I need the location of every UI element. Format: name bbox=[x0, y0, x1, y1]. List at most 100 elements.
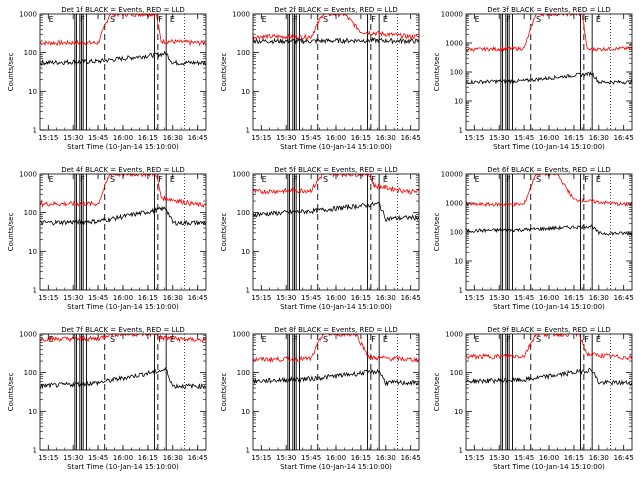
events-series-line bbox=[253, 36, 419, 45]
panel-title: Det 7f BLACK = Events, RED = LLD bbox=[61, 326, 184, 334]
x-tick-label: 15:45 bbox=[514, 134, 534, 142]
x-tick-label: 15:30 bbox=[489, 134, 509, 142]
y-tick-label: 10 bbox=[28, 88, 37, 96]
x-tick-label: 15:15 bbox=[38, 294, 58, 302]
y-tick-label: 1 bbox=[33, 447, 37, 455]
x-tick-label: 16:45 bbox=[614, 134, 634, 142]
marker-label: E bbox=[170, 15, 175, 24]
x-tick-label: 15:30 bbox=[276, 454, 296, 462]
x-tick-label: 15:15 bbox=[464, 134, 484, 142]
y-axis-label: Counts/sec bbox=[7, 373, 15, 412]
x-tick-label: 15:45 bbox=[301, 294, 321, 302]
marker-label: F bbox=[80, 15, 85, 24]
x-tick-label: 16:00 bbox=[326, 134, 346, 142]
x-axis-label: Start Time (10-Jan-14 15:10:00) bbox=[280, 303, 392, 311]
panel-title: Det 8f BLACK = Events, RED = LLD bbox=[274, 326, 397, 334]
y-axis-label: Counts/sec bbox=[433, 213, 441, 252]
x-tick-label: 16:15 bbox=[351, 134, 371, 142]
marker-label: F bbox=[293, 15, 298, 24]
x-tick-label: 15:45 bbox=[88, 134, 108, 142]
y-tick-label: 1 bbox=[459, 447, 463, 455]
x-tick-label: 16:00 bbox=[326, 454, 346, 462]
y-tick-label: 10 bbox=[28, 248, 37, 256]
x-tick-label: 16:15 bbox=[564, 454, 584, 462]
x-tick-label: 15:15 bbox=[38, 134, 58, 142]
y-tick-label: 1000 bbox=[445, 40, 463, 48]
marker-label: E bbox=[475, 335, 480, 344]
lld-series-line bbox=[40, 174, 206, 209]
events-series-line bbox=[466, 367, 632, 386]
x-axis-label: Start Time (10-Jan-14 15:10:00) bbox=[280, 143, 392, 151]
x-axis-label: Start Time (10-Jan-14 15:10:00) bbox=[493, 143, 605, 151]
panel-title: Det 3f BLACK = Events, RED = LLD bbox=[487, 6, 610, 14]
events-series-line bbox=[253, 368, 419, 387]
x-tick-label: 15:45 bbox=[88, 454, 108, 462]
events-series-line bbox=[40, 205, 206, 226]
marker-label: F bbox=[371, 175, 376, 184]
y-tick-label: 100 bbox=[24, 49, 37, 57]
x-tick-label: 15:30 bbox=[63, 294, 83, 302]
x-tick-label: 15:30 bbox=[489, 454, 509, 462]
x-tick-label: 16:45 bbox=[188, 294, 208, 302]
events-series-line bbox=[466, 224, 632, 237]
x-axis-label: Start Time (10-Jan-14 15:10:00) bbox=[493, 303, 605, 311]
x-tick-label: 16:45 bbox=[188, 454, 208, 462]
y-tick-label: 1 bbox=[246, 447, 250, 455]
marker-label: E bbox=[383, 15, 388, 24]
y-tick-label: 1 bbox=[33, 287, 37, 295]
x-tick-label: 16:45 bbox=[188, 134, 208, 142]
x-tick-label: 15:45 bbox=[88, 294, 108, 302]
marker-label: E bbox=[170, 175, 175, 184]
panel-title: Det 6f BLACK = Events, RED = LLD bbox=[487, 166, 610, 174]
x-tick-label: 15:45 bbox=[301, 454, 321, 462]
x-tick-label: 15:15 bbox=[251, 454, 271, 462]
marker-label: F bbox=[584, 175, 589, 184]
marker-label: F bbox=[584, 15, 589, 24]
marker-label: E bbox=[596, 175, 601, 184]
plot-frame bbox=[39, 13, 207, 131]
marker-label: F bbox=[158, 175, 163, 184]
x-tick-label: 16:30 bbox=[376, 454, 396, 462]
y-axis-label: Counts/sec bbox=[433, 373, 441, 412]
y-tick-label: 100 bbox=[237, 209, 250, 217]
lld-series-line bbox=[40, 334, 206, 344]
x-axis-label: Start Time (10-Jan-14 15:10:00) bbox=[67, 143, 179, 151]
marker-label: E bbox=[49, 175, 54, 184]
plot-frame bbox=[465, 173, 633, 291]
x-tick-label: 15:30 bbox=[276, 294, 296, 302]
plot-frame bbox=[39, 333, 207, 451]
y-axis-label: Counts/sec bbox=[220, 213, 228, 252]
y-tick-label: 1000 bbox=[19, 11, 37, 19]
panel-title: Det 2f BLACK = Events, RED = LLD bbox=[274, 6, 397, 14]
marker-label: S bbox=[536, 175, 541, 184]
y-axis-label: Counts/sec bbox=[220, 373, 228, 412]
marker-label: F bbox=[158, 335, 163, 344]
x-tick-label: 16:00 bbox=[113, 454, 133, 462]
x-tick-label: 15:15 bbox=[251, 134, 271, 142]
marker-label: S bbox=[323, 335, 328, 344]
marker-label: E bbox=[383, 335, 388, 344]
marker-label: S bbox=[110, 15, 115, 24]
x-tick-label: 16:00 bbox=[113, 134, 133, 142]
y-tick-label: 10 bbox=[241, 248, 250, 256]
x-tick-label: 16:15 bbox=[564, 134, 584, 142]
x-tick-label: 16:15 bbox=[351, 294, 371, 302]
x-tick-label: 16:45 bbox=[614, 454, 634, 462]
marker-label: S bbox=[536, 335, 541, 344]
panel-title: Det 4f BLACK = Events, RED = LLD bbox=[61, 166, 184, 174]
x-tick-label: 16:30 bbox=[163, 294, 183, 302]
marker-label: F bbox=[80, 175, 85, 184]
y-tick-label: 1000 bbox=[445, 331, 463, 339]
marker-label: E bbox=[49, 335, 54, 344]
y-tick-label: 100 bbox=[237, 49, 250, 57]
x-tick-label: 16:45 bbox=[614, 294, 634, 302]
x-tick-label: 16:30 bbox=[376, 134, 396, 142]
marker-label: F bbox=[293, 175, 298, 184]
y-tick-label: 1000 bbox=[232, 11, 250, 19]
